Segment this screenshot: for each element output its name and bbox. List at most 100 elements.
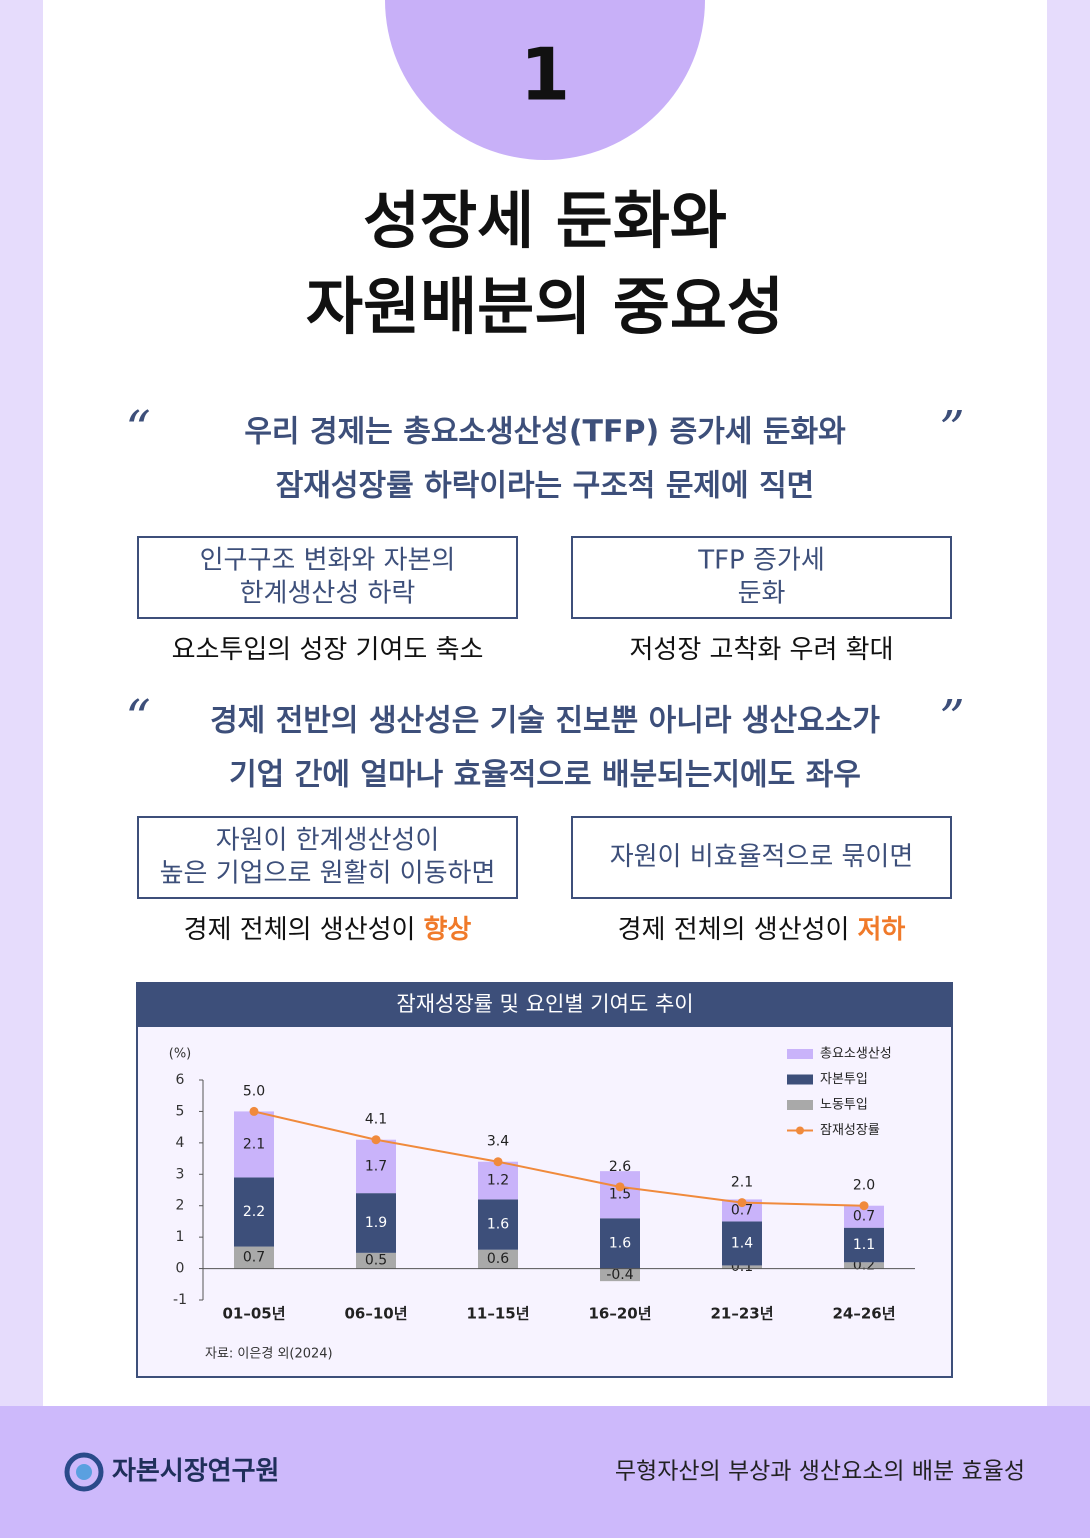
bar-segment [478, 1161, 518, 1200]
x-tick-label: 01–05년 [222, 1305, 285, 1323]
value-label: 1.6 [609, 1235, 631, 1251]
logo-dot [76, 1464, 92, 1480]
y-tick-label: 4 [176, 1135, 185, 1151]
legend-label: 잠재성장률 [820, 1123, 880, 1138]
y-tick-label: 3 [176, 1166, 185, 1182]
bar-segment [722, 1265, 762, 1269]
box-line: 높은 기업으로 원활히 이동하면 [160, 859, 496, 889]
value-label: 1.5 [609, 1187, 631, 1203]
x-tick-label: 24–26년 [832, 1305, 895, 1323]
line-point [371, 1135, 381, 1145]
footer-band [0, 1406, 1090, 1538]
line-point [493, 1157, 503, 1167]
title: 성장세 둔화와 [363, 184, 727, 257]
value-label: 0.7 [853, 1209, 875, 1225]
result-text: 경제 전체의 생산성이 [184, 915, 416, 945]
footer-org: 자본시장연구원 [112, 1457, 279, 1487]
result-highlight: 저하 [857, 915, 905, 945]
bar-segment [600, 1171, 640, 1219]
value-label: -0.4 [606, 1267, 633, 1283]
y-tick-label: 6 [176, 1072, 185, 1088]
legend-dot [796, 1126, 804, 1135]
result: 경제 전체의 생산성이 향상 [184, 915, 472, 945]
result: 경제 전체의 생산성이 저하 [618, 915, 906, 945]
y-tick-label: 2 [176, 1198, 185, 1214]
line-point [859, 1201, 869, 1211]
box [137, 536, 518, 619]
x-tick-label: 11–15년 [466, 1305, 529, 1323]
legend-swatch [787, 1049, 813, 1059]
bar-segment [844, 1205, 884, 1228]
bar-segment [356, 1193, 396, 1253]
quote-line: 경제 전반의 생산성은 기술 진보뿐 아니라 생산요소가 [210, 704, 880, 739]
bar-segment [234, 1111, 274, 1178]
logo [64, 1452, 104, 1492]
line-point [737, 1198, 747, 1208]
value-label: 1.9 [365, 1215, 387, 1231]
box [571, 816, 952, 899]
value-label: 2.1 [243, 1136, 265, 1152]
quote-mark-close: ” [939, 400, 965, 458]
box [571, 536, 952, 619]
result: 요소투입의 성장 기여도 축소 [172, 635, 484, 665]
bar-segment [478, 1249, 518, 1269]
footer-subtitle: 무형자산의 부상과 생산요소의 배분 효율성 [615, 1459, 1025, 1485]
y-tick-label: 1 [176, 1229, 185, 1245]
bar-segment [600, 1268, 640, 1282]
box-line: 인구구조 변화와 자본의 [200, 546, 456, 576]
result-text: 요소투입의 성장 기여도 축소 [172, 635, 484, 665]
value-label: 0.5 [365, 1253, 387, 1269]
legend-swatch [787, 1100, 813, 1110]
bar-segment [722, 1221, 762, 1266]
legend-label: 노동투입 [820, 1098, 868, 1113]
bar-segment [234, 1246, 274, 1269]
y-tick-label: -1 [173, 1292, 187, 1308]
value-label: 2.0 [853, 1178, 875, 1194]
value-label: 2.1 [731, 1175, 753, 1191]
chart-title: 잠재성장률 및 요인별 기여도 추이 [396, 992, 693, 1016]
badge-circle [385, 0, 705, 160]
unit-label: (%) [169, 1047, 192, 1062]
quote-mark-close: ” [939, 689, 965, 747]
line-point [615, 1182, 625, 1192]
x-tick-label: 21–23년 [710, 1305, 773, 1323]
y-tick-label: 0 [176, 1261, 185, 1277]
value-label: 0.7 [731, 1202, 753, 1218]
bar-segment [478, 1199, 518, 1250]
badge-number: 1 [520, 33, 570, 117]
value-label: 0.6 [487, 1251, 509, 1267]
value-label: 2.2 [243, 1204, 265, 1220]
legend-swatch [787, 1074, 813, 1085]
title: 자원배분의 중요성 [306, 270, 784, 343]
quote-line: 기업 간에 얼마나 효율적으로 배분되는지에도 좌우 [229, 758, 861, 793]
value-label: 1.2 [487, 1173, 509, 1189]
value-label: 5.0 [243, 1083, 265, 1099]
bar-segment [234, 1177, 274, 1247]
y-tick-label: 5 [176, 1103, 185, 1119]
quote-mark-open: “ [125, 689, 151, 747]
bar-segment [600, 1218, 640, 1269]
x-tick-label: 16–20년 [588, 1305, 651, 1323]
value-label: 1.1 [853, 1237, 875, 1253]
value-label: 4.1 [365, 1112, 387, 1128]
result-highlight: 향상 [423, 915, 471, 945]
value-label: 1.4 [731, 1235, 753, 1251]
source: 자료: 이은경 외(2024) [205, 1347, 333, 1362]
bar-segment [356, 1252, 396, 1269]
legend-label: 자본투입 [820, 1072, 868, 1087]
line-point [249, 1106, 259, 1116]
chart-header [137, 983, 952, 1027]
result: 저성장 고착화 우려 확대 [630, 635, 894, 665]
value-label: 0.7 [243, 1250, 265, 1266]
value-label: 2.6 [609, 1159, 631, 1175]
bar-segment [356, 1139, 396, 1194]
quote-line: 우리 경제는 총요소생산성(TFP) 증가세 둔화와 [244, 415, 846, 450]
box-line: 자원이 비효율적으로 묶이면 [610, 842, 914, 872]
box-line: 둔화 [738, 579, 786, 609]
box-line: TFP 증가세 [697, 546, 825, 576]
line-series [253, 1110, 865, 1207]
value-label: 1.6 [487, 1217, 509, 1233]
logo-ring [64, 1452, 104, 1492]
legend-label: 총요소생산성 [820, 1047, 892, 1062]
